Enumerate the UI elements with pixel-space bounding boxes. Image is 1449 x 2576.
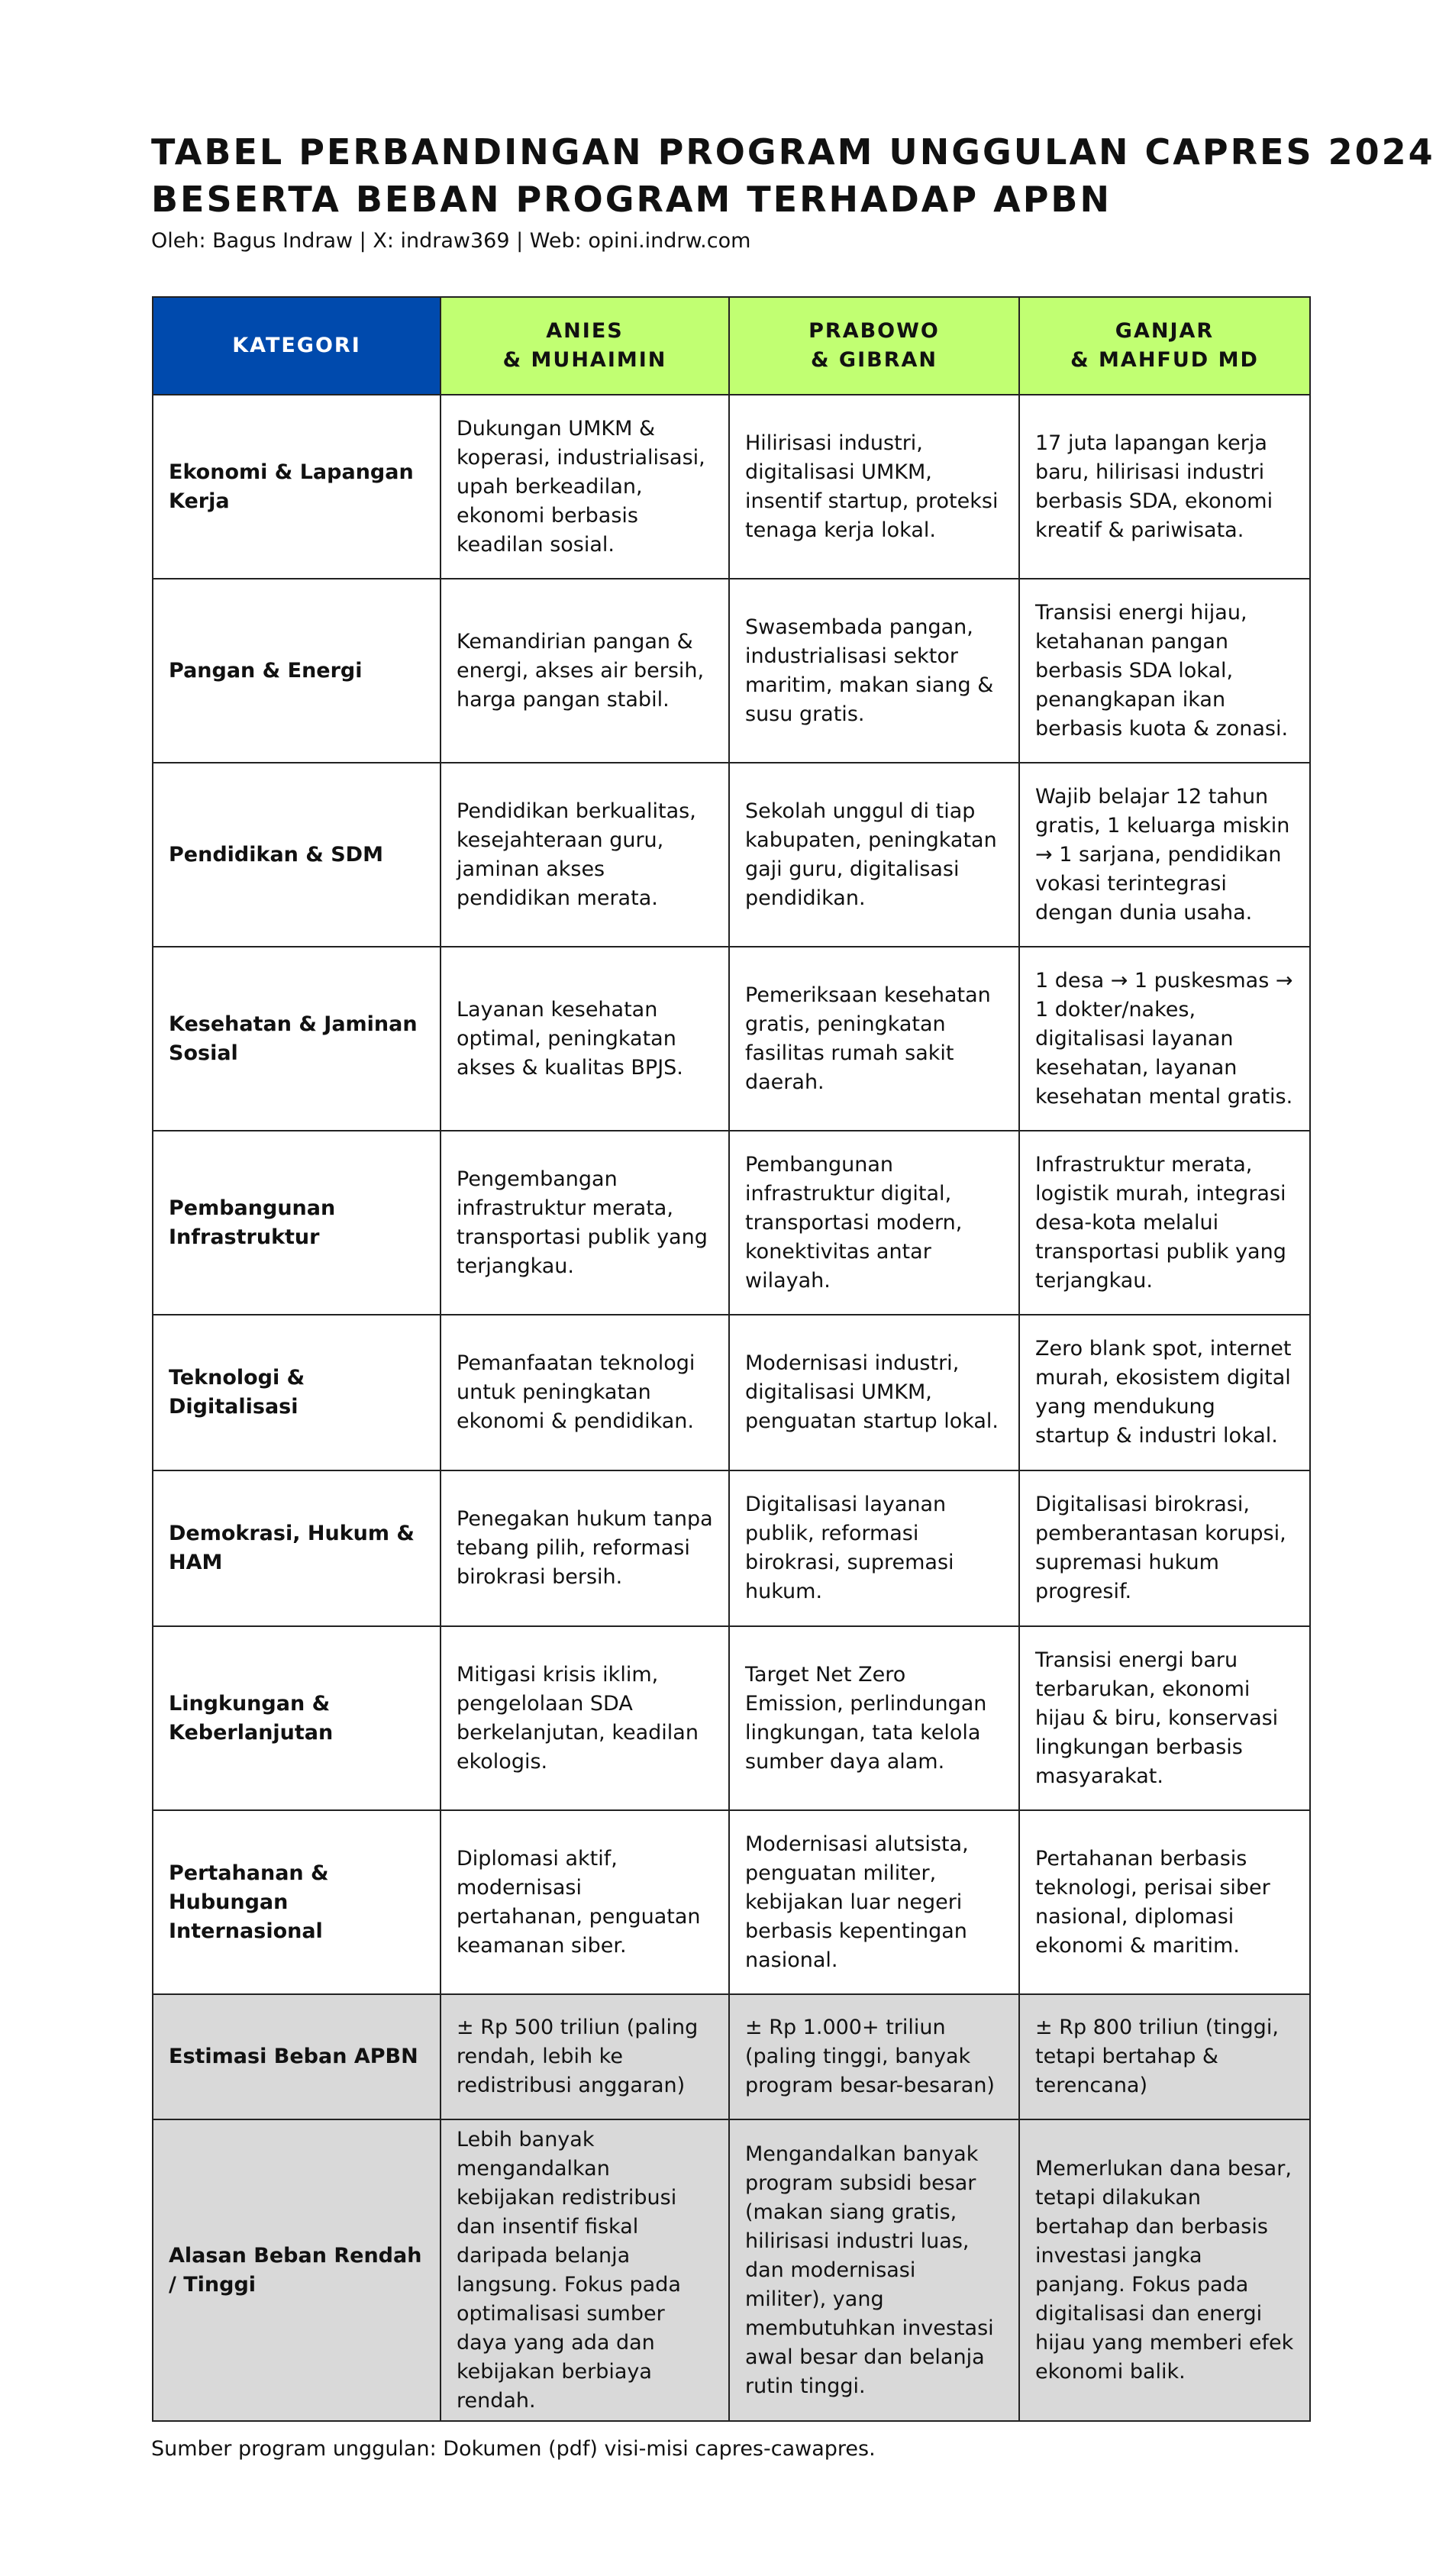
- comparison-table: KATEGORI ANIES & MUHAIMIN PRABOWO & GIBRAN…: [152, 296, 1311, 2422]
- category-cell: Lingkungan & Keberlanjutan: [152, 1625, 441, 1811]
- title-line-1: TABEL PERBANDINGAN PROGRAM UNGGULAN CAPR…: [151, 131, 1435, 173]
- ganjar-cell: Zero blank spot, internet murah, ekosist…: [1018, 1314, 1311, 1471]
- ganjar-cell: Memerlukan dana besar, tetapi dilakukan …: [1018, 2119, 1311, 2422]
- header-name: ANIES: [546, 319, 624, 343]
- header-name: & MUHAIMIN: [502, 348, 667, 372]
- ganjar-cell: 17 juta lapangan kerja baru, hilirisasi …: [1018, 394, 1311, 579]
- table-row: Pangan & Energi Kemandirian pangan & ener…: [152, 578, 1311, 763]
- anies-cell: Mitigasi krisis iklim, pengelolaan SDA b…: [440, 1625, 730, 1811]
- anies-cell: Diplomasi aktif, modernisasi pertahanan,…: [440, 1809, 730, 1995]
- prabowo-cell: Pemeriksaan kesehatan gratis, peningkata…: [728, 946, 1020, 1131]
- source-note: Sumber program unggulan: Dokumen (pdf) v…: [151, 2437, 876, 2461]
- prabowo-cell: Pembangunan infrastruktur digital, trans…: [728, 1130, 1020, 1315]
- header-prabowo-gibran: PRABOWO & GIBRAN: [728, 296, 1020, 395]
- title-line-2: BESERTA BEBAN PROGRAM TERHADAP APBN: [151, 179, 1112, 220]
- table-row: Teknologi & Digitalisasi Pemanfaatan tekn…: [152, 1314, 1311, 1471]
- anies-cell: Penegakan hukum tanpa tebang pilih, refo…: [440, 1470, 730, 1627]
- table-row: Alasan Beban Rendah / Tinggi Lebih banyak…: [152, 2119, 1311, 2422]
- anies-cell: Pengembangan infrastruktur merata, trans…: [440, 1130, 730, 1315]
- category-cell: Teknologi & Digitalisasi: [152, 1314, 441, 1471]
- category-cell: Estimasi Beban APBN: [152, 1993, 441, 2120]
- category-cell: Pangan & Energi: [152, 578, 441, 763]
- table-row: Demokrasi, Hukum & HAM Penegakan hukum ta…: [152, 1470, 1311, 1627]
- byline: Oleh: Bagus Indraw | X: indraw369 | Web:…: [151, 229, 751, 253]
- ganjar-cell: Infrastruktur merata, logistik murah, in…: [1018, 1130, 1311, 1315]
- header-ganjar-mahfud: GANJAR & MAHFUD MD: [1018, 296, 1311, 395]
- category-cell: Pertahanan & Hubungan Internasional: [152, 1809, 441, 1995]
- ganjar-cell: Transisi energi hijau, ketahanan pangan …: [1018, 578, 1311, 763]
- category-cell: Demokrasi, Hukum & HAM: [152, 1470, 441, 1627]
- table-header-row: KATEGORI ANIES & MUHAIMIN PRABOWO & GIBRAN…: [152, 296, 1311, 395]
- table-row: Kesehatan & Jaminan Sosial Layanan keseha…: [152, 946, 1311, 1131]
- header-name: & MAHFUD MD: [1070, 348, 1259, 372]
- page-title: TABEL PERBANDINGAN PROGRAM UNGGULAN CAPR…: [151, 128, 1435, 223]
- anies-cell: Pemanfaatan teknologi untuk peningkatan …: [440, 1314, 730, 1471]
- header-name: & GIBRAN: [810, 348, 938, 372]
- prabowo-cell: Digitalisasi layanan publik, reformasi b…: [728, 1470, 1020, 1627]
- prabowo-cell: Target Net Zero Emission, perlindungan l…: [728, 1625, 1020, 1811]
- anies-cell: ± Rp 500 triliun (paling rendah, lebih k…: [440, 1993, 730, 2120]
- ganjar-cell: ± Rp 800 triliun (tinggi, tetapi bertaha…: [1018, 1993, 1311, 2120]
- prabowo-cell: Mengandalkan banyak program subsidi besa…: [728, 2119, 1020, 2422]
- category-cell: Ekonomi & Lapangan Kerja: [152, 394, 441, 579]
- ganjar-cell: Transisi energi baru terbarukan, ekonomi…: [1018, 1625, 1311, 1811]
- table-row: Pendidikan & SDM Pendidikan berkualitas, …: [152, 762, 1311, 947]
- anies-cell: Dukungan UMKM & koperasi, industrialisas…: [440, 394, 730, 579]
- category-cell: Pembangunan Infrastruktur: [152, 1130, 441, 1315]
- table-row: Ekonomi & Lapangan Kerja Dukungan UMKM & …: [152, 394, 1311, 579]
- prabowo-cell: Modernisasi alutsista, penguatan militer…: [728, 1809, 1020, 1995]
- prabowo-cell: Swasembada pangan, industrialisasi sekto…: [728, 578, 1020, 763]
- prabowo-cell: Hilirisasi industri, digitalisasi UMKM, …: [728, 394, 1020, 579]
- category-cell: Alasan Beban Rendah / Tinggi: [152, 2119, 441, 2422]
- table-row: Estimasi Beban APBN ± Rp 500 triliun (pal…: [152, 1993, 1311, 2120]
- table-row: Pertahanan & Hubungan Internasional Diplo…: [152, 1809, 1311, 1995]
- category-cell: Kesehatan & Jaminan Sosial: [152, 946, 441, 1131]
- table-row: Pembangunan Infrastruktur Pengembangan in…: [152, 1130, 1311, 1315]
- anies-cell: Pendidikan berkualitas, kesejahteraan gu…: [440, 762, 730, 947]
- prabowo-cell: Modernisasi industri, digitalisasi UMKM,…: [728, 1314, 1020, 1471]
- header-name: GANJAR: [1115, 319, 1215, 343]
- ganjar-cell: 1 desa → 1 puskesmas → 1 dokter/nakes, d…: [1018, 946, 1311, 1131]
- prabowo-cell: Sekolah unggul di tiap kabupaten, pening…: [728, 762, 1020, 947]
- anies-cell: Kemandirian pangan & energi, akses air b…: [440, 578, 730, 763]
- ganjar-cell: Wajib belajar 12 tahun gratis, 1 keluarg…: [1018, 762, 1311, 947]
- header-name: PRABOWO: [808, 319, 940, 343]
- anies-cell: Lebih banyak mengandalkan kebijakan redi…: [440, 2119, 730, 2422]
- table-row: Lingkungan & Keberlanjutan Mitigasi krisi…: [152, 1625, 1311, 1811]
- prabowo-cell: ± Rp 1.000+ triliun (paling tinggi, bany…: [728, 1993, 1020, 2120]
- anies-cell: Layanan kesehatan optimal, peningkatan a…: [440, 946, 730, 1131]
- header-anies-muhaimin: ANIES & MUHAIMIN: [440, 296, 730, 395]
- ganjar-cell: Digitalisasi birokrasi, pemberantasan ko…: [1018, 1470, 1311, 1627]
- header-kategori: KATEGORI: [152, 296, 441, 395]
- category-cell: Pendidikan & SDM: [152, 762, 441, 947]
- ganjar-cell: Pertahanan berbasis teknologi, perisai s…: [1018, 1809, 1311, 1995]
